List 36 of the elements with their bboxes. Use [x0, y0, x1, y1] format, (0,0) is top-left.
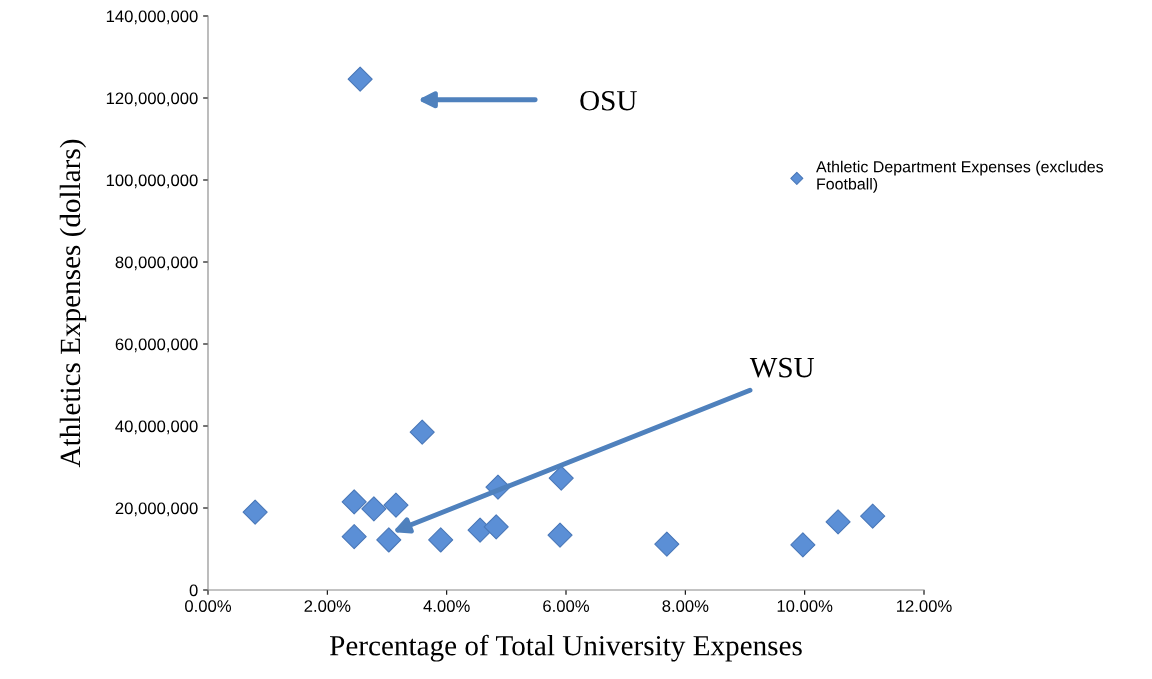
x-tick-label: 4.00%: [423, 600, 470, 612]
x-tick-label: 10.00%: [777, 600, 833, 612]
legend-label: Athletic Department Expenses (excludes Football): [816, 160, 1104, 193]
point: [860, 503, 886, 529]
y-tick-label: 0: [189, 584, 198, 597]
x-tick-label: 2.00%: [304, 600, 351, 612]
y-tick-label: 80,000,000: [115, 256, 198, 271]
point: [341, 524, 367, 550]
point: [825, 509, 851, 535]
point: [341, 489, 367, 515]
y-tick-label: 140,000,000: [106, 10, 198, 25]
x-tick-label: 6.00%: [543, 600, 590, 612]
point: [790, 532, 816, 558]
x-tick-label: 8.00%: [662, 600, 709, 612]
point: [548, 465, 574, 491]
point: [347, 66, 373, 92]
annotation: WSU: [749, 357, 815, 378]
point: [376, 527, 402, 553]
y-axis-title: Athletics Expenses (dollars): [59, 139, 87, 468]
point: [428, 527, 454, 553]
y-tick-label: 20,000,000: [115, 502, 198, 517]
x-tick-label: 0.00%: [185, 600, 232, 612]
point: [483, 514, 509, 540]
point: [361, 496, 387, 522]
point: [242, 499, 268, 525]
y-tick-label: 100,000,000: [106, 174, 198, 189]
annotation: OSU: [580, 90, 637, 111]
y-tick-label: 120,000,000: [106, 92, 198, 107]
y-tick-label: 40,000,000: [115, 420, 198, 435]
x-axis-title: Percentage of Total University Expenses: [329, 634, 802, 662]
x-tick-label: 12.00%: [897, 600, 952, 612]
point: [409, 419, 435, 445]
point: [654, 531, 680, 557]
point: [547, 522, 573, 548]
y-tick-label: 60,000,000: [115, 338, 198, 353]
point: [383, 492, 409, 518]
